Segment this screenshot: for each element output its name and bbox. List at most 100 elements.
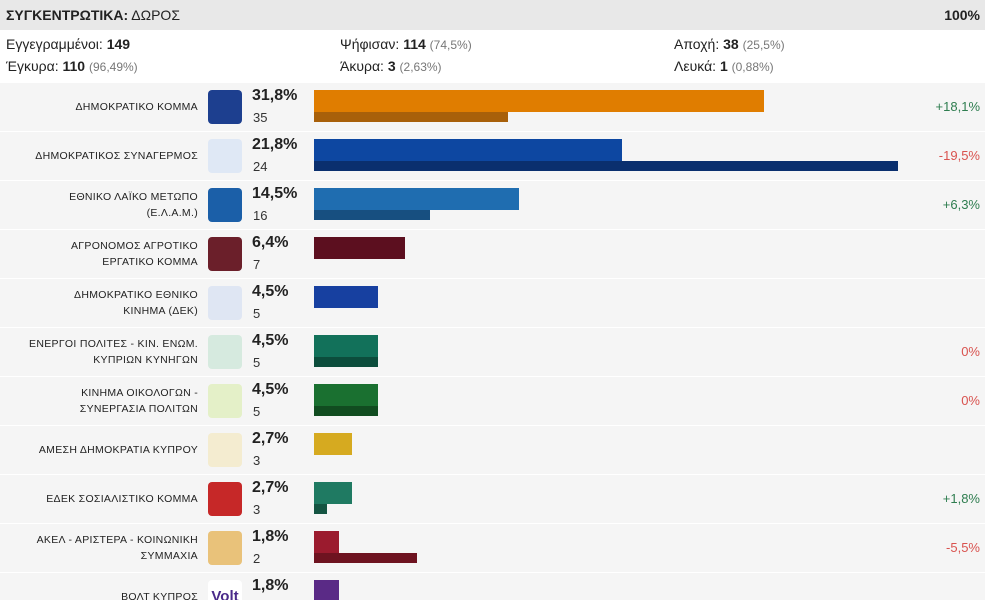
party-name: ΒΟΛΤ ΚΥΠΡΟΣ xyxy=(121,573,198,600)
party-row: ΚΙΝΗΜΑ ΟΙΚΟΛΟΓΩΝ - ΣΥΝΕΡΓΑΣΙΑ ΠΟΛΙΤΩΝ 4,5%… xyxy=(0,377,985,426)
bar xyxy=(314,580,340,600)
votes: 35 xyxy=(253,110,268,125)
percent: 6,4% xyxy=(252,234,289,251)
party-name-line: ΔΗΜΟΚΡΑΤΙΚΟ ΕΘΝΙΚΟ xyxy=(74,289,198,301)
district: ΔΩΡΟΣ xyxy=(131,7,180,23)
party-row: ΑΚΕΛ - ΑΡΙΣΤΕΡΑ - ΚΟΙΝΩΝΙΚΗ ΣΥΜΜΑΧΙΑ 1,8% 2… xyxy=(0,524,985,573)
party-logo xyxy=(208,335,242,369)
party-name: ΑΜΕΣΗ ΔΗΜΟΚΡΑΤΙΑ ΚΥΠΡΟΥ xyxy=(39,426,198,474)
percent: 4,5% xyxy=(252,381,289,398)
votes: 7 xyxy=(253,257,261,272)
stat-item: Εγγεγραμμένοι: 149 xyxy=(6,36,130,52)
party-logo xyxy=(208,139,242,173)
party-logo: Volt xyxy=(208,580,242,600)
stat-item: Λευκά: 1 (0,88%) xyxy=(674,58,774,74)
party-logo xyxy=(208,384,242,418)
party-name: ΕΘΝΙΚΟ ΛΑΪΚΟ ΜΕΤΩΠΟ (Ε.Λ.Α.Μ.) xyxy=(69,181,198,229)
change: 0% xyxy=(961,344,980,359)
percent: 31,8% xyxy=(252,87,298,104)
stat-share: (0,88%) xyxy=(731,60,774,74)
party-name: ΕΝΕΡΓΟΙ ΠΟΛΙΤΕΣ - ΚΙΝ. ΕΝΩΜ. ΚΥΠΡΙΩΝ ΚΥΝΗ… xyxy=(29,328,198,376)
stat-item: Αποχή: 38 (25,5%) xyxy=(674,36,785,52)
stat-share: (96,49%) xyxy=(88,60,138,74)
bar xyxy=(314,433,353,455)
stat-share: (74,5%) xyxy=(429,38,472,52)
party-row: ΑΓΡΟΝΟΜΟΣ ΑΓΡΟΤΙΚΟ ΕΡΓΑΤΙΚΟ ΚΟΜΜΑ 6,4% 7 xyxy=(0,230,985,279)
bar xyxy=(314,482,353,504)
percent: 21,8% xyxy=(252,136,298,153)
party-logo xyxy=(208,286,242,320)
stat-item: Έγκυρα: 110 (96,49%) xyxy=(6,58,138,74)
party-name-line: ΚΙΝΗΜΑ ΟΙΚΟΛΟΓΩΝ - xyxy=(81,387,198,399)
party-name-line: ΑΜΕΣΗ ΔΗΜΟΚΡΑΤΙΑ ΚΥΠΡΟΥ xyxy=(38,444,198,456)
stat-label: Εγγεγραμμένοι: xyxy=(6,36,103,52)
percent: 2,7% xyxy=(252,430,289,447)
stat-label: Λευκά: xyxy=(674,58,717,74)
party-name: ΔΗΜΟΚΡΑΤΙΚΟ ΕΘΝΙΚΟ ΚΙΝΗΜΑ (ΔΕΚ) xyxy=(74,279,198,327)
votes: 3 xyxy=(253,453,261,468)
party-name: ΑΓΡΟΝΟΜΟΣ ΑΓΡΟΤΙΚΟ ΕΡΓΑΤΙΚΟ ΚΟΜΜΑ xyxy=(71,230,198,278)
bar xyxy=(314,335,378,357)
party-row: ΑΜΕΣΗ ΔΗΜΟΚΡΑΤΙΑ ΚΥΠΡΟΥ 2,7% 3 xyxy=(0,426,985,475)
bar xyxy=(314,531,340,553)
party-logo xyxy=(208,237,242,271)
bar xyxy=(314,90,764,112)
party-name-line: ΔΗΜΟΚΡΑΤΙΚΟ ΚΟΜΜΑ xyxy=(75,101,198,113)
bar xyxy=(314,384,378,406)
previous-bar xyxy=(314,553,418,563)
party-row: ΕΝΕΡΓΟΙ ΠΟΛΙΤΕΣ - ΚΙΝ. ΕΝΩΜ. ΚΥΠΡΙΩΝ ΚΥΝΗ… xyxy=(0,328,985,377)
party-name-line: ΕΡΓΑΤΙΚΟ ΚΟΜΜΑ xyxy=(102,256,198,268)
party-name-line: ΣΥΜΜΑΧΙΑ xyxy=(140,550,198,562)
change: +6,3% xyxy=(942,197,980,212)
party-name-line: ΣΥΝΕΡΓΑΣΙΑ ΠΟΛΙΤΩΝ xyxy=(79,403,198,415)
change: -19,5% xyxy=(938,148,980,163)
counted: 100% xyxy=(944,7,980,23)
party-name: ΕΔΕΚ ΣΟΣΙΑΛΙΣΤΙΚΟ ΚΟΜΜΑ xyxy=(46,475,198,523)
stat-item: Άκυρα: 3 (2,63%) xyxy=(340,58,442,74)
votes: 5 xyxy=(253,404,261,419)
party-name-line: ΚΙΝΗΜΑ (ΔΕΚ) xyxy=(123,305,198,317)
party-row: ΔΗΜΟΚΡΑΤΙΚΟ ΚΟΜΜΑ 31,8% 35 +18,1% xyxy=(0,83,985,132)
previous-bar xyxy=(314,406,378,416)
previous-bar xyxy=(314,504,327,514)
party-name-line: ΔΗΜΟΚΡΑΤΙΚΟΣ ΣΥΝΑΓΕΡΜΟΣ xyxy=(35,150,198,162)
stat-value: 149 xyxy=(106,36,131,52)
stat-item: Ψήφισαν: 114 (74,5%) xyxy=(340,36,472,52)
party-name-line: ΕΔΕΚ ΣΟΣΙΑΛΙΣΤΙΚΟ ΚΟΜΜΑ xyxy=(46,493,198,505)
change: +1,8% xyxy=(942,491,980,506)
party-name: ΔΗΜΟΚΡΑΤΙΚΟΣ ΣΥΝΑΓΕΡΜΟΣ xyxy=(35,132,198,180)
party-name-line: ΕΝΕΡΓΟΙ ΠΟΛΙΤΕΣ - ΚΙΝ. ΕΝΩΜ. xyxy=(29,338,198,350)
party-row: ΒΟΛΤ ΚΥΠΡΟΣ Volt 1,8% xyxy=(0,573,985,600)
percent: 4,5% xyxy=(252,283,289,300)
header: ΣΥΓΚΕΝΤΡΩΤΙΚΑ: ΔΩΡΟΣ 100% xyxy=(0,0,985,30)
stat-value: 38 xyxy=(723,36,739,52)
party-logo xyxy=(208,90,242,124)
previous-bar xyxy=(314,161,899,171)
party-logo xyxy=(208,188,242,222)
stat-value: 114 xyxy=(403,36,426,52)
stat-share: (25,5%) xyxy=(742,38,785,52)
party-name: ΔΗΜΟΚΡΑΤΙΚΟ ΚΟΜΜΑ xyxy=(75,83,198,131)
stat-share: (2,63%) xyxy=(399,60,442,74)
percent: 2,7% xyxy=(252,479,289,496)
party-name-line: ΑΚΕΛ - ΑΡΙΣΤΕΡΑ - ΚΟΙΝΩΝΙΚΗ xyxy=(36,534,198,546)
header-title: ΣΥΓΚΕΝΤΡΩΤΙΚΑ: ΔΩΡΟΣ xyxy=(6,0,180,30)
bar xyxy=(314,286,378,308)
previous-bar xyxy=(314,357,378,367)
party-logo xyxy=(208,482,242,516)
bar xyxy=(314,188,520,210)
change: 0% xyxy=(961,393,980,408)
party-name-line: ΒΟΛΤ ΚΥΠΡΟΣ xyxy=(121,591,198,600)
percent: 14,5% xyxy=(252,185,298,202)
stat-value: 1 xyxy=(719,58,728,74)
party-name-line: ΑΓΡΟΝΟΜΟΣ ΑΓΡΟΤΙΚΟ xyxy=(71,240,198,252)
bar xyxy=(314,139,623,161)
party-row: ΔΗΜΟΚΡΑΤΙΚΟΣ ΣΥΝΑΓΕΡΜΟΣ 21,8% 24 -19,5% xyxy=(0,132,985,181)
votes: 24 xyxy=(253,159,268,174)
stat-label: Άκυρα: xyxy=(340,58,384,74)
stat-value: 3 xyxy=(387,58,396,74)
votes: 16 xyxy=(253,208,268,223)
party-name: ΑΚΕΛ - ΑΡΙΣΤΕΡΑ - ΚΟΙΝΩΝΙΚΗ ΣΥΜΜΑΧΙΑ xyxy=(37,524,198,572)
stat-label: Αποχή: xyxy=(674,36,720,52)
